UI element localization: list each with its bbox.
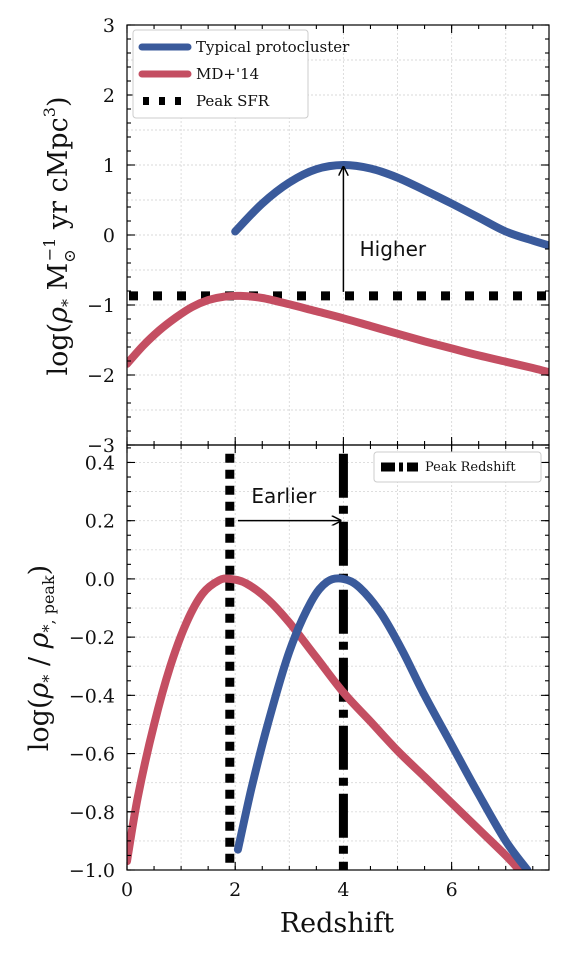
svg-text:log(ρ* M⊙−1 yr cMpc3): log(ρ* M⊙−1 yr cMpc3) bbox=[40, 96, 79, 375]
x-tick-label: 4 bbox=[337, 879, 349, 901]
series-md14-normalized bbox=[127, 574, 524, 870]
top-y-tick-label: 0 bbox=[103, 225, 115, 247]
bottom-y-tick-label: −0.4 bbox=[69, 685, 115, 707]
top-y-tick-label: 3 bbox=[103, 15, 115, 37]
bottom-y-tick-label: 0.2 bbox=[85, 511, 115, 533]
bottom-y-tick-label: −0.6 bbox=[69, 744, 115, 766]
bottom-y-axis-label: log(ρ* / ρ*, peak) bbox=[24, 565, 58, 751]
bottom-y-tick-label: −0.8 bbox=[69, 802, 115, 824]
svg-text:log(ρ* / ρ*, peak): log(ρ* / ρ*, peak) bbox=[24, 565, 58, 751]
legend-label-peak-redshift: Peak Redshift bbox=[425, 460, 516, 475]
top-panel-series bbox=[127, 160, 549, 377]
bottom-panel-frame bbox=[126, 444, 550, 871]
x-tick-label: 6 bbox=[446, 879, 458, 901]
series-protocluster bbox=[231, 160, 549, 250]
top-y-tick-label: −3 bbox=[87, 435, 115, 457]
top-y-tick-label: −1 bbox=[87, 295, 115, 317]
series-md14 bbox=[127, 291, 549, 377]
x-tick-label: 2 bbox=[229, 879, 241, 901]
axis-ticks bbox=[126, 24, 549, 871]
top-y-axis-label: log(ρ* M⊙−1 yr cMpc3) bbox=[40, 96, 79, 375]
annotation-earlier: Earlier bbox=[251, 484, 317, 508]
bottom-panel-series bbox=[127, 453, 532, 870]
top-y-tick-label: −2 bbox=[87, 365, 115, 387]
series-protocluster-normalized bbox=[233, 574, 532, 870]
top-legend: Typical protocluster MD+'14 Peak SFR bbox=[132, 29, 350, 119]
bottom-y-tick-label: 0.4 bbox=[85, 452, 115, 474]
legend-label-protocluster: Typical protocluster bbox=[196, 38, 350, 56]
annotation-higher: Higher bbox=[360, 237, 427, 261]
bottom-y-tick-label: 0.0 bbox=[85, 569, 115, 591]
legend-label-md14: MD+'14 bbox=[196, 65, 259, 83]
bottom-legend: Peak Redshift bbox=[373, 451, 542, 483]
bottom-y-tick-label: −1.0 bbox=[69, 860, 115, 882]
axis-tick-labels: −3 −2 −1 0 1 2 3 −1.0 −0.8 −0.6 −0.4 −0.2 0.0 0.2 0.4 0… bbox=[69, 15, 458, 901]
bottom-y-tick-label: −0.2 bbox=[69, 627, 115, 649]
x-axis-label: Redshift bbox=[280, 908, 394, 939]
panel-frames bbox=[126, 24, 550, 871]
legend-label-peak-sfr: Peak SFR bbox=[196, 92, 270, 110]
top-y-tick-label: 1 bbox=[103, 155, 115, 177]
x-tick-label: 0 bbox=[121, 879, 133, 901]
bottom-panel-annotation: Earlier bbox=[237, 484, 341, 520]
top-panel-annotation: Higher bbox=[343, 167, 427, 292]
top-y-tick-label: 2 bbox=[103, 85, 115, 107]
